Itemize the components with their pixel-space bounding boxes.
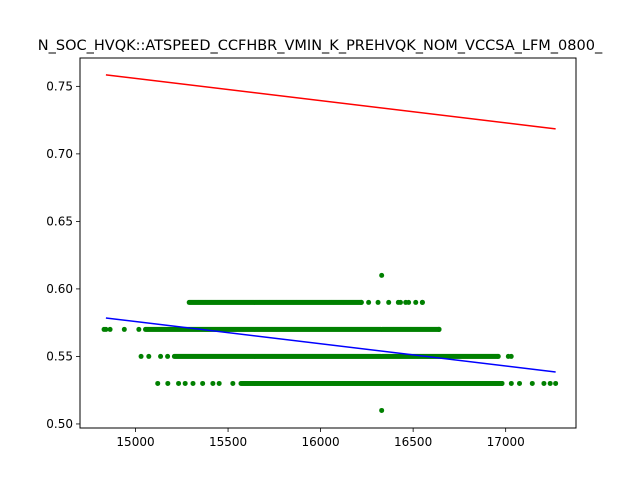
data-point	[413, 299, 419, 305]
data-point	[230, 380, 236, 386]
y-tick-label: 0.70	[46, 147, 73, 161]
data-point	[155, 380, 161, 386]
y-tick-label: 0.60	[46, 282, 73, 296]
data-point	[136, 326, 142, 332]
y-tick-label: 0.65	[46, 214, 73, 228]
y-tick-label: 0.50	[46, 417, 73, 431]
data-point	[379, 272, 385, 278]
data-point	[121, 326, 127, 332]
x-tick-label: 16500	[394, 435, 432, 449]
data-point	[366, 299, 372, 305]
data-point	[358, 299, 364, 305]
plot-frame	[79, 57, 577, 429]
data-point	[541, 380, 547, 386]
y-tick-label: 0.75	[46, 79, 73, 93]
x-axis: 15000 15500 16000 16500 17000	[116, 428, 525, 449]
data-point	[107, 326, 113, 332]
x-tick-label: 16000	[302, 435, 340, 449]
chart-title: N_SOC_HVQK::ATSPEED_CCFHBR_VMIN_K_PREHVQ…	[38, 38, 603, 54]
y-tick-label: 0.55	[46, 349, 73, 363]
data-point	[395, 299, 401, 305]
data-point	[143, 326, 149, 332]
data-point	[216, 380, 222, 386]
x-tick-label: 15500	[209, 435, 247, 449]
data-point	[375, 299, 381, 305]
data-point	[517, 380, 523, 386]
fit-lines	[105, 74, 556, 373]
data-point	[386, 299, 392, 305]
data-point	[210, 380, 216, 386]
data-point	[547, 380, 553, 386]
x-tick-label: 17000	[487, 435, 525, 449]
data-point	[182, 380, 188, 386]
data-point	[499, 380, 505, 386]
data-point	[436, 326, 442, 332]
data-point	[508, 380, 514, 386]
data-point	[138, 353, 144, 359]
data-point	[146, 353, 152, 359]
data-point	[529, 380, 535, 386]
data-point	[158, 353, 164, 359]
data-point	[200, 380, 206, 386]
data-point	[508, 353, 514, 359]
fit-line	[105, 317, 556, 373]
data-point	[103, 326, 109, 332]
data-points	[101, 272, 559, 413]
x-tick-label: 15000	[116, 435, 154, 449]
upper-line	[105, 74, 556, 130]
data-point	[176, 380, 182, 386]
data-point	[190, 380, 196, 386]
data-point	[403, 299, 409, 305]
data-point	[165, 380, 171, 386]
data-point	[553, 380, 559, 386]
data-point	[165, 353, 171, 359]
y-axis: 0.50 0.55 0.60 0.65 0.70 0.75	[46, 79, 80, 431]
data-point	[419, 299, 425, 305]
data-point	[379, 407, 385, 413]
data-point	[495, 353, 501, 359]
